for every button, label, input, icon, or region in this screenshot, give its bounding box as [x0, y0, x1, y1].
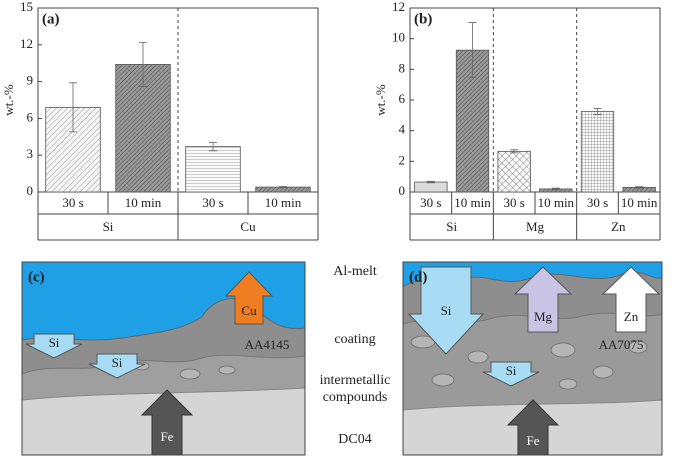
- layer-label: compounds: [323, 390, 388, 405]
- y-tick-label: 9: [27, 73, 34, 88]
- y-tick-label: 2: [399, 152, 406, 167]
- arrow: [88, 353, 146, 379]
- error-bar: [139, 41, 147, 87]
- error-bar: [635, 186, 644, 189]
- y-axis-label: wt.-%: [373, 84, 388, 116]
- x-tick-label: 30 s: [587, 195, 608, 210]
- error-bar: [69, 82, 77, 133]
- particle: [431, 373, 455, 387]
- arrow: [140, 389, 194, 455]
- group-label: Cu: [240, 219, 256, 234]
- x-tick-label: 30 s: [504, 195, 525, 210]
- bar: [185, 146, 241, 193]
- layer-label: intermetallic: [320, 373, 391, 388]
- arrow: [506, 399, 560, 455]
- layer-label: Al-melt: [333, 264, 377, 279]
- y-tick-label: 0: [27, 183, 34, 198]
- arrow: [407, 266, 485, 355]
- panel-label: (b): [414, 11, 432, 27]
- panel-label: (a): [42, 11, 60, 27]
- group-label: Si: [103, 219, 114, 234]
- arrow-label: Si: [49, 335, 60, 350]
- y-tick-label: 3: [27, 146, 34, 161]
- panel-frame: [21, 261, 306, 456]
- particle: [592, 365, 614, 379]
- y-tick-label: 12: [20, 36, 33, 51]
- bar: [414, 181, 448, 193]
- x-tick-label: 30 s: [62, 195, 83, 210]
- y-tick-label: 15: [20, 0, 33, 14]
- x-tick-label: 30 s: [202, 195, 223, 210]
- arrow-label: Si: [506, 363, 517, 378]
- panel-label: (c): [28, 269, 45, 285]
- arrow: [224, 271, 274, 325]
- error-bar: [593, 108, 602, 115]
- plot-frame: [409, 7, 661, 193]
- y-tick-label: 6: [27, 109, 34, 124]
- layer-label: coating: [334, 332, 375, 347]
- arrow-label: Si: [441, 303, 452, 318]
- arrow-label: Zn: [624, 309, 639, 324]
- y-tick-label: 0: [399, 183, 406, 198]
- error-bar: [551, 187, 560, 191]
- arrow-label: Mg: [534, 309, 553, 324]
- particle: [218, 365, 236, 375]
- x-tick-label: 10 min: [125, 195, 162, 210]
- y-tick-label: 12: [392, 0, 405, 14]
- arrow-label: Fe: [527, 433, 540, 448]
- particle: [628, 340, 648, 354]
- y-tick-label: 10: [392, 30, 405, 45]
- panel-label: (d): [409, 269, 427, 285]
- layer-label: DC04: [338, 432, 371, 447]
- charts: (a) wt.-% 0 3 6 9 12 15 30 s 10 min Si 30 s 10 min Cu…: [1, 0, 661, 241]
- particle: [558, 378, 578, 390]
- y-tick-label: 4: [399, 122, 406, 137]
- x-tick-label: 30 s: [420, 195, 441, 210]
- bar: [497, 150, 531, 193]
- alloy-label: AA7075: [599, 337, 644, 352]
- arrow-label: Fe: [161, 429, 174, 444]
- arrow-label: Si: [112, 355, 123, 370]
- particle: [467, 350, 489, 364]
- group-label: Zn: [611, 219, 626, 234]
- arrow-label: Cu: [241, 303, 257, 318]
- arrow: [482, 361, 540, 387]
- bar: [580, 111, 615, 193]
- particle: [550, 342, 576, 358]
- x-tick-label: 10 min: [538, 195, 575, 210]
- arrow: [513, 266, 573, 333]
- error-bar: [426, 180, 435, 184]
- error-bar: [209, 141, 217, 152]
- y-tick-label: 8: [399, 60, 406, 75]
- panel-frame: [402, 261, 663, 456]
- y-tick-label: 6: [399, 91, 406, 106]
- x-tick-label: 10 min: [265, 195, 302, 210]
- group-label: Si: [446, 219, 457, 234]
- arrow: [25, 333, 83, 359]
- arrow: [601, 266, 661, 333]
- error-bar: [279, 186, 287, 189]
- error-bar: [510, 149, 519, 154]
- x-tick-label: 10 min: [454, 195, 491, 210]
- x-tick-label: 10 min: [621, 195, 658, 210]
- diagram-d: Si Mg Zn Si Fe AA7075 (d): [403, 262, 662, 455]
- y-axis-label: wt.-%: [1, 84, 16, 116]
- alloy-label: AA4145: [245, 337, 290, 352]
- group-label: Mg: [526, 219, 545, 234]
- particle: [179, 368, 201, 380]
- error-bar: [468, 22, 477, 79]
- diagram-c: Cu Si Si Fe AA4145 (c): [22, 262, 305, 455]
